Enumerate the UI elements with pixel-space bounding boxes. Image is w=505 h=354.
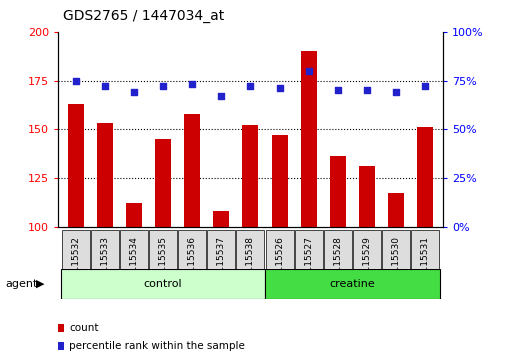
Point bbox=[130, 89, 138, 95]
FancyBboxPatch shape bbox=[149, 230, 177, 298]
Text: GSM115538: GSM115538 bbox=[245, 236, 255, 291]
Point bbox=[333, 87, 341, 93]
Text: percentile rank within the sample: percentile rank within the sample bbox=[69, 341, 245, 351]
Bar bbox=[329, 156, 345, 227]
FancyBboxPatch shape bbox=[236, 230, 264, 298]
Bar bbox=[155, 139, 171, 227]
Text: GSM115532: GSM115532 bbox=[71, 236, 80, 291]
FancyBboxPatch shape bbox=[323, 230, 351, 298]
Point bbox=[391, 89, 399, 95]
Point bbox=[159, 84, 167, 89]
Text: GSM115529: GSM115529 bbox=[362, 236, 371, 291]
Point bbox=[420, 84, 428, 89]
FancyBboxPatch shape bbox=[207, 230, 235, 298]
Bar bbox=[68, 104, 83, 227]
FancyBboxPatch shape bbox=[265, 269, 439, 299]
FancyBboxPatch shape bbox=[90, 230, 119, 298]
FancyBboxPatch shape bbox=[61, 269, 265, 299]
Bar bbox=[358, 166, 374, 227]
Text: GSM115535: GSM115535 bbox=[158, 236, 167, 291]
Bar bbox=[271, 135, 287, 227]
Bar bbox=[300, 51, 316, 227]
Text: GSM115526: GSM115526 bbox=[275, 236, 283, 291]
Text: creatine: creatine bbox=[329, 279, 375, 289]
Text: count: count bbox=[69, 323, 98, 333]
FancyBboxPatch shape bbox=[120, 230, 147, 298]
FancyBboxPatch shape bbox=[178, 230, 206, 298]
Point bbox=[72, 78, 80, 84]
Bar bbox=[417, 127, 432, 227]
FancyBboxPatch shape bbox=[265, 230, 293, 298]
FancyBboxPatch shape bbox=[352, 230, 380, 298]
Bar bbox=[242, 125, 258, 227]
Point bbox=[246, 84, 254, 89]
Text: agent: agent bbox=[5, 279, 37, 289]
Text: GSM115530: GSM115530 bbox=[391, 236, 400, 291]
Point bbox=[362, 87, 370, 93]
Text: GDS2765 / 1447034_at: GDS2765 / 1447034_at bbox=[63, 9, 224, 23]
Text: GSM115527: GSM115527 bbox=[304, 236, 313, 291]
Text: GSM115536: GSM115536 bbox=[187, 236, 196, 291]
FancyBboxPatch shape bbox=[381, 230, 410, 298]
FancyBboxPatch shape bbox=[411, 230, 438, 298]
Bar bbox=[213, 211, 229, 227]
Text: GSM115528: GSM115528 bbox=[333, 236, 342, 291]
Bar bbox=[126, 203, 142, 227]
Point bbox=[217, 93, 225, 99]
Point bbox=[275, 85, 283, 91]
Text: control: control bbox=[143, 279, 182, 289]
FancyBboxPatch shape bbox=[294, 230, 322, 298]
Text: GSM115531: GSM115531 bbox=[420, 236, 429, 291]
Text: GSM115534: GSM115534 bbox=[129, 236, 138, 291]
Bar bbox=[387, 193, 403, 227]
Point bbox=[304, 68, 312, 74]
Point bbox=[188, 81, 196, 87]
Bar bbox=[96, 124, 113, 227]
FancyBboxPatch shape bbox=[62, 230, 89, 298]
Text: GSM115537: GSM115537 bbox=[217, 236, 225, 291]
Bar bbox=[184, 114, 200, 227]
Text: GSM115533: GSM115533 bbox=[100, 236, 109, 291]
Text: ▶: ▶ bbox=[36, 279, 45, 289]
Point bbox=[100, 84, 109, 89]
